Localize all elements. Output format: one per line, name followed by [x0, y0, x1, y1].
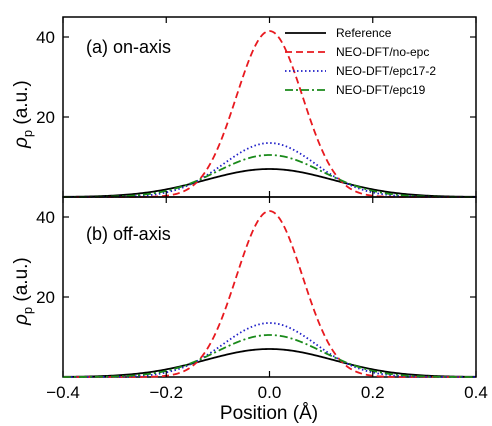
- legend-label-epc19: NEO-DFT/epc19: [336, 83, 426, 97]
- legend-label-reference: Reference: [336, 26, 392, 40]
- y-tick-label: 20: [36, 108, 55, 127]
- x-tick-label: 0.2: [361, 383, 385, 402]
- x-tick-label: 0.4: [464, 383, 488, 402]
- panel-b-y-axis-title: ρp (a.u.): [11, 257, 35, 326]
- series-line-reference: [62, 168, 477, 198]
- panel-b-label: (b) off-axis: [86, 224, 171, 244]
- y-tick-label: 40: [36, 208, 55, 227]
- rho-symbol: ρ: [11, 137, 32, 149]
- panel-a-xticks: [62, 17, 477, 197]
- rho-subscript: p: [20, 130, 35, 137]
- panel-a-y-axis-title: ρp (a.u.): [11, 80, 35, 149]
- series-line-neo-dft-epc17-2: [63, 142, 476, 198]
- y-tick-label: 40: [36, 28, 55, 47]
- x-axis-title: Position (Å): [220, 403, 318, 424]
- series-line-neo-dft-epc17-2: [63, 322, 476, 378]
- series-line-neo-dft-epc19: [63, 334, 476, 378]
- legend: Reference NEO-DFT/no-epc NEO-DFT/epc17-2…: [285, 26, 436, 97]
- panel-b-xticks: [62, 197, 477, 377]
- series-line-neo-dft-epc19: [63, 154, 476, 198]
- x-tick-labels: −0.4 −0.2 0.0 0.2 0.4: [46, 383, 488, 402]
- panel-b-curves: [62, 210, 477, 378]
- x-tick-label: −0.2: [149, 383, 183, 402]
- rho-symbol: ρ: [11, 314, 32, 326]
- y-tick-label: 20: [36, 288, 55, 307]
- legend-label-no-epc: NEO-DFT/no-epc: [336, 45, 429, 59]
- panel-a-label: (a) on-axis: [86, 37, 171, 57]
- y-unit: (a.u.): [11, 257, 32, 301]
- x-tick-label: −0.4: [46, 383, 80, 402]
- legend-label-epc17-2: NEO-DFT/epc17-2: [336, 64, 436, 78]
- x-tick-label: 0.0: [258, 383, 282, 402]
- y-unit: (a.u.): [11, 80, 32, 124]
- rho-subscript: p: [20, 307, 35, 314]
- series-line-reference: [62, 348, 477, 378]
